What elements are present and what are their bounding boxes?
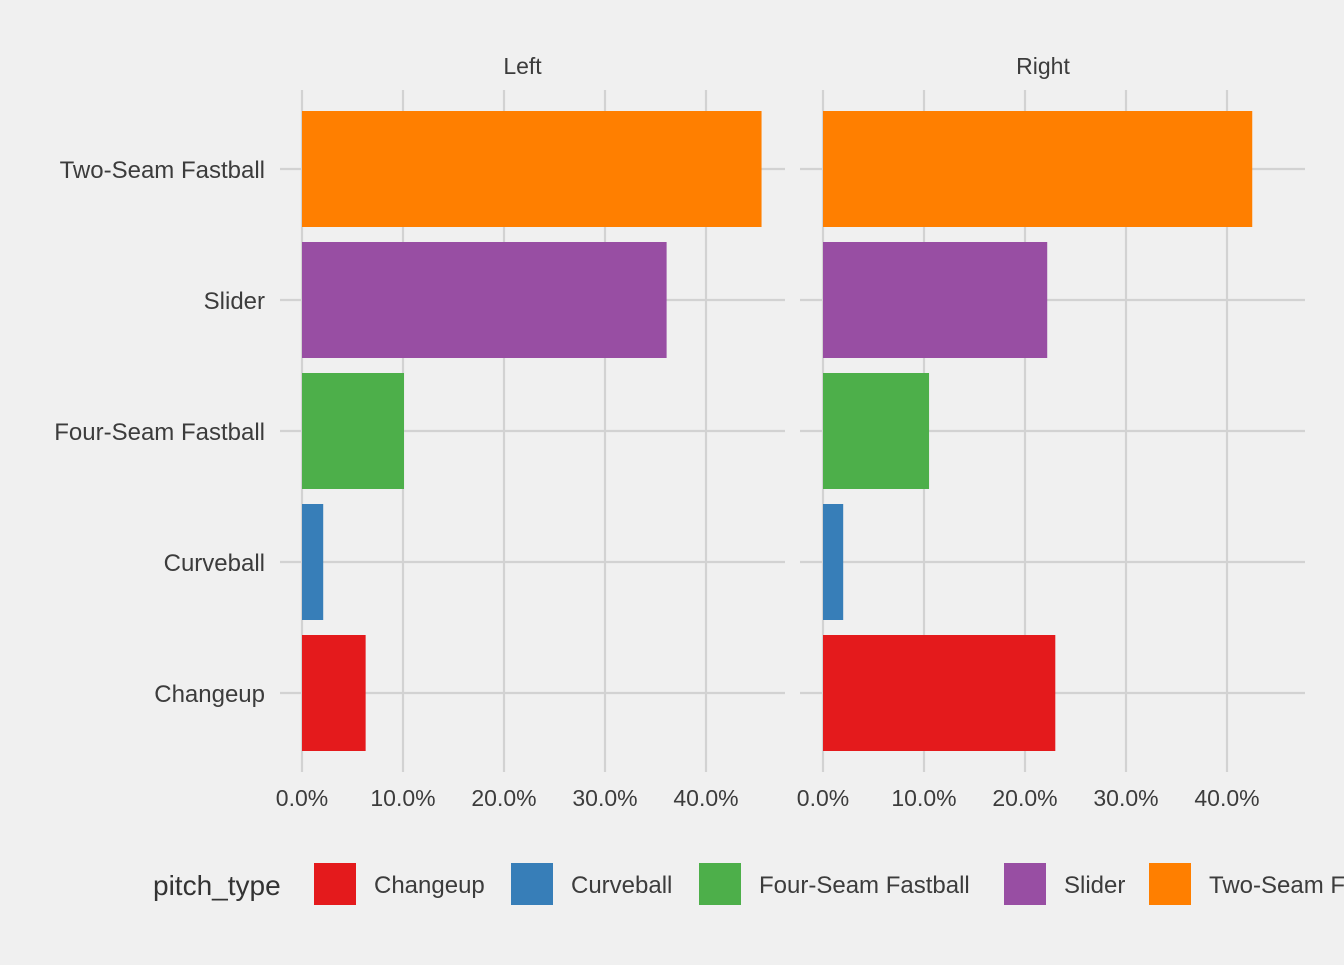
legend-label: Slider	[1064, 872, 1125, 899]
bar-left-changeup	[302, 635, 366, 751]
bar-right-changeup	[823, 635, 1056, 751]
bar-right-curveball	[823, 504, 844, 620]
bar-right-two-seam-fastball	[823, 111, 1253, 227]
x-tick-label: 0.0%	[276, 785, 328, 811]
legend-key-four-seam-fastball	[699, 863, 741, 905]
bar-right-four-seam-fastball	[823, 373, 930, 489]
x-tick-label: 30.0%	[1093, 785, 1158, 811]
x-tick-label: 40.0%	[673, 785, 738, 811]
x-tick-label: 20.0%	[471, 785, 536, 811]
y-tick-label: Four-Seam Fastball	[54, 419, 265, 446]
bar-left-four-seam-fastball	[302, 373, 405, 489]
x-tick-label: 30.0%	[572, 785, 637, 811]
legend-label: Changeup	[374, 872, 485, 899]
x-tick-label: 40.0%	[1194, 785, 1259, 811]
y-tick-label: Two-Seam Fastball	[60, 157, 265, 184]
y-tick-label: Changeup	[154, 681, 265, 708]
facet-label: Right	[1016, 53, 1070, 79]
x-tick-label: 0.0%	[797, 785, 849, 811]
legend-key-curveball	[511, 863, 553, 905]
legend-key-slider	[1004, 863, 1046, 905]
legend-label: Four-Seam Fastball	[759, 872, 970, 899]
x-tick-label: 10.0%	[891, 785, 956, 811]
bar-left-curveball	[302, 504, 324, 620]
y-tick-label: Curveball	[164, 550, 265, 577]
x-tick-label: 20.0%	[992, 785, 1057, 811]
legend-title: pitch_type	[153, 870, 281, 901]
facet-label: Left	[503, 53, 542, 79]
bar-left-two-seam-fastball	[302, 111, 762, 227]
x-tick-label: 10.0%	[370, 785, 435, 811]
legend-key-two-seam-fastball	[1149, 863, 1191, 905]
bar-left-slider	[302, 242, 667, 358]
y-tick-label: Slider	[204, 288, 265, 315]
legend-label: Curveball	[571, 872, 672, 899]
legend-key-changeup	[314, 863, 356, 905]
legend-label: Two-Seam Fastball	[1209, 872, 1344, 899]
bar-right-slider	[823, 242, 1048, 358]
